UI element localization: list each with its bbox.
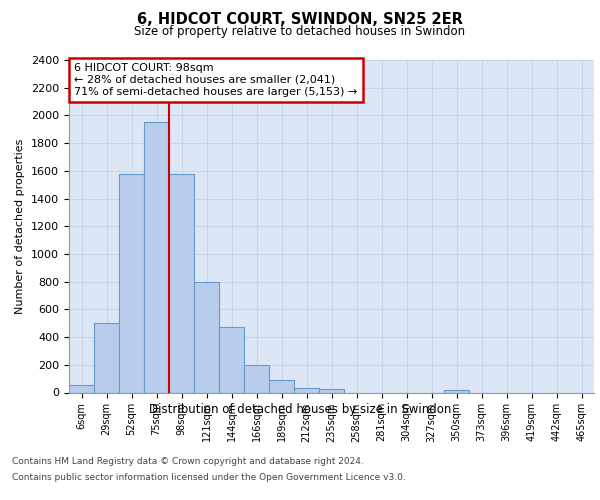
Text: 6, HIDCOT COURT, SWINDON, SN25 2ER: 6, HIDCOT COURT, SWINDON, SN25 2ER [137, 12, 463, 28]
Bar [219, 326, 244, 392]
Text: Size of property relative to detached houses in Swindon: Size of property relative to detached ho… [134, 25, 466, 38]
Bar [94, 323, 119, 392]
Bar [194, 282, 219, 393]
Bar [444, 390, 469, 392]
Bar [244, 366, 269, 392]
Text: Contains public sector information licensed under the Open Government Licence v3: Contains public sector information licen… [12, 472, 406, 482]
Bar [144, 122, 169, 392]
Text: 6 HIDCOT COURT: 98sqm
← 28% of detached houses are smaller (2,041)
71% of semi-d: 6 HIDCOT COURT: 98sqm ← 28% of detached … [74, 64, 358, 96]
Bar [269, 380, 294, 392]
Text: Contains HM Land Registry data © Crown copyright and database right 2024.: Contains HM Land Registry data © Crown c… [12, 458, 364, 466]
Bar [319, 389, 344, 392]
Bar [69, 385, 94, 392]
Bar [294, 388, 319, 392]
Y-axis label: Number of detached properties: Number of detached properties [16, 138, 25, 314]
Bar [169, 174, 194, 392]
Text: Distribution of detached houses by size in Swindon: Distribution of detached houses by size … [149, 402, 451, 415]
Bar [119, 174, 144, 392]
